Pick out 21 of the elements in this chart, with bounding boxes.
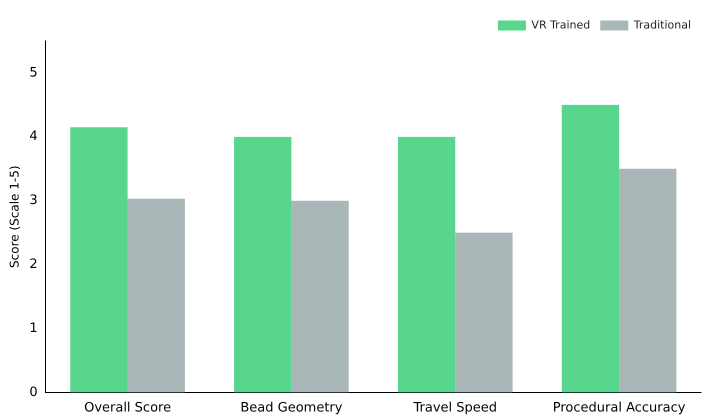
- y-tick-label: 2: [29, 256, 38, 272]
- bar: [128, 198, 185, 392]
- y-tick-label: 0: [29, 384, 38, 400]
- y-tick-label: 4: [29, 129, 38, 144]
- legend-label: Traditional: [632, 18, 692, 32]
- bar: [619, 168, 676, 392]
- x-tick-label: Overall Score: [84, 400, 172, 416]
- x-tick-label: Bead Geometry: [240, 400, 343, 416]
- y-tick-label: 1: [29, 320, 38, 336]
- bar: [291, 200, 349, 392]
- x-tick-label: Procedural Accuracy: [552, 400, 686, 416]
- x-tick-label: Travel Speed: [412, 400, 498, 416]
- y-tick-label: 5: [29, 65, 38, 80]
- y-tick-label: 3: [29, 193, 38, 208]
- bar: [234, 136, 292, 392]
- y-axis-title: Score (Scale 1-5): [7, 165, 22, 268]
- bar: [398, 136, 456, 392]
- bar: [70, 127, 128, 392]
- bar: [562, 104, 620, 392]
- legend-label: VR Trained: [531, 18, 590, 32]
- bar: [455, 232, 513, 392]
